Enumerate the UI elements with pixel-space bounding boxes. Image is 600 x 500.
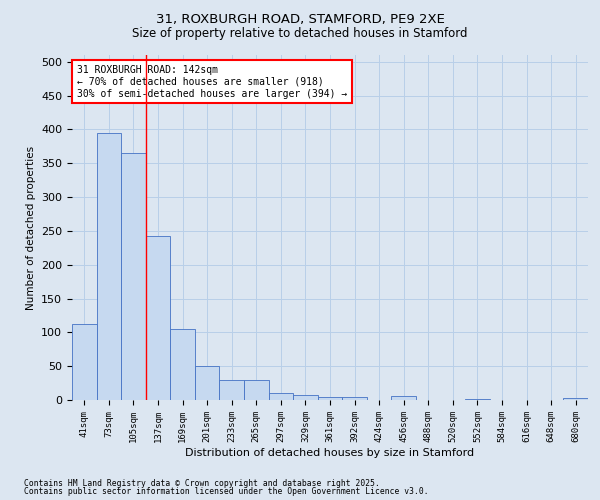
Bar — [563, 398, 588, 400]
Text: Size of property relative to detached houses in Stamford: Size of property relative to detached ho… — [132, 28, 468, 40]
Bar — [465, 398, 490, 400]
Bar — [244, 380, 269, 400]
Text: Contains HM Land Registry data © Crown copyright and database right 2025.: Contains HM Land Registry data © Crown c… — [24, 478, 380, 488]
Bar — [220, 380, 244, 400]
Bar — [269, 393, 293, 400]
Bar — [72, 324, 97, 400]
Bar — [195, 366, 220, 400]
Bar — [293, 396, 318, 400]
Bar — [97, 133, 121, 400]
Bar — [318, 396, 342, 400]
Y-axis label: Number of detached properties: Number of detached properties — [26, 146, 35, 310]
Bar — [170, 329, 195, 400]
X-axis label: Distribution of detached houses by size in Stamford: Distribution of detached houses by size … — [185, 448, 475, 458]
Bar — [146, 236, 170, 400]
Bar — [391, 396, 416, 400]
Text: Contains public sector information licensed under the Open Government Licence v3: Contains public sector information licen… — [24, 487, 428, 496]
Bar — [342, 396, 367, 400]
Bar — [121, 153, 146, 400]
Text: 31 ROXBURGH ROAD: 142sqm
← 70% of detached houses are smaller (918)
30% of semi-: 31 ROXBURGH ROAD: 142sqm ← 70% of detach… — [77, 66, 347, 98]
Text: 31, ROXBURGH ROAD, STAMFORD, PE9 2XE: 31, ROXBURGH ROAD, STAMFORD, PE9 2XE — [155, 12, 445, 26]
